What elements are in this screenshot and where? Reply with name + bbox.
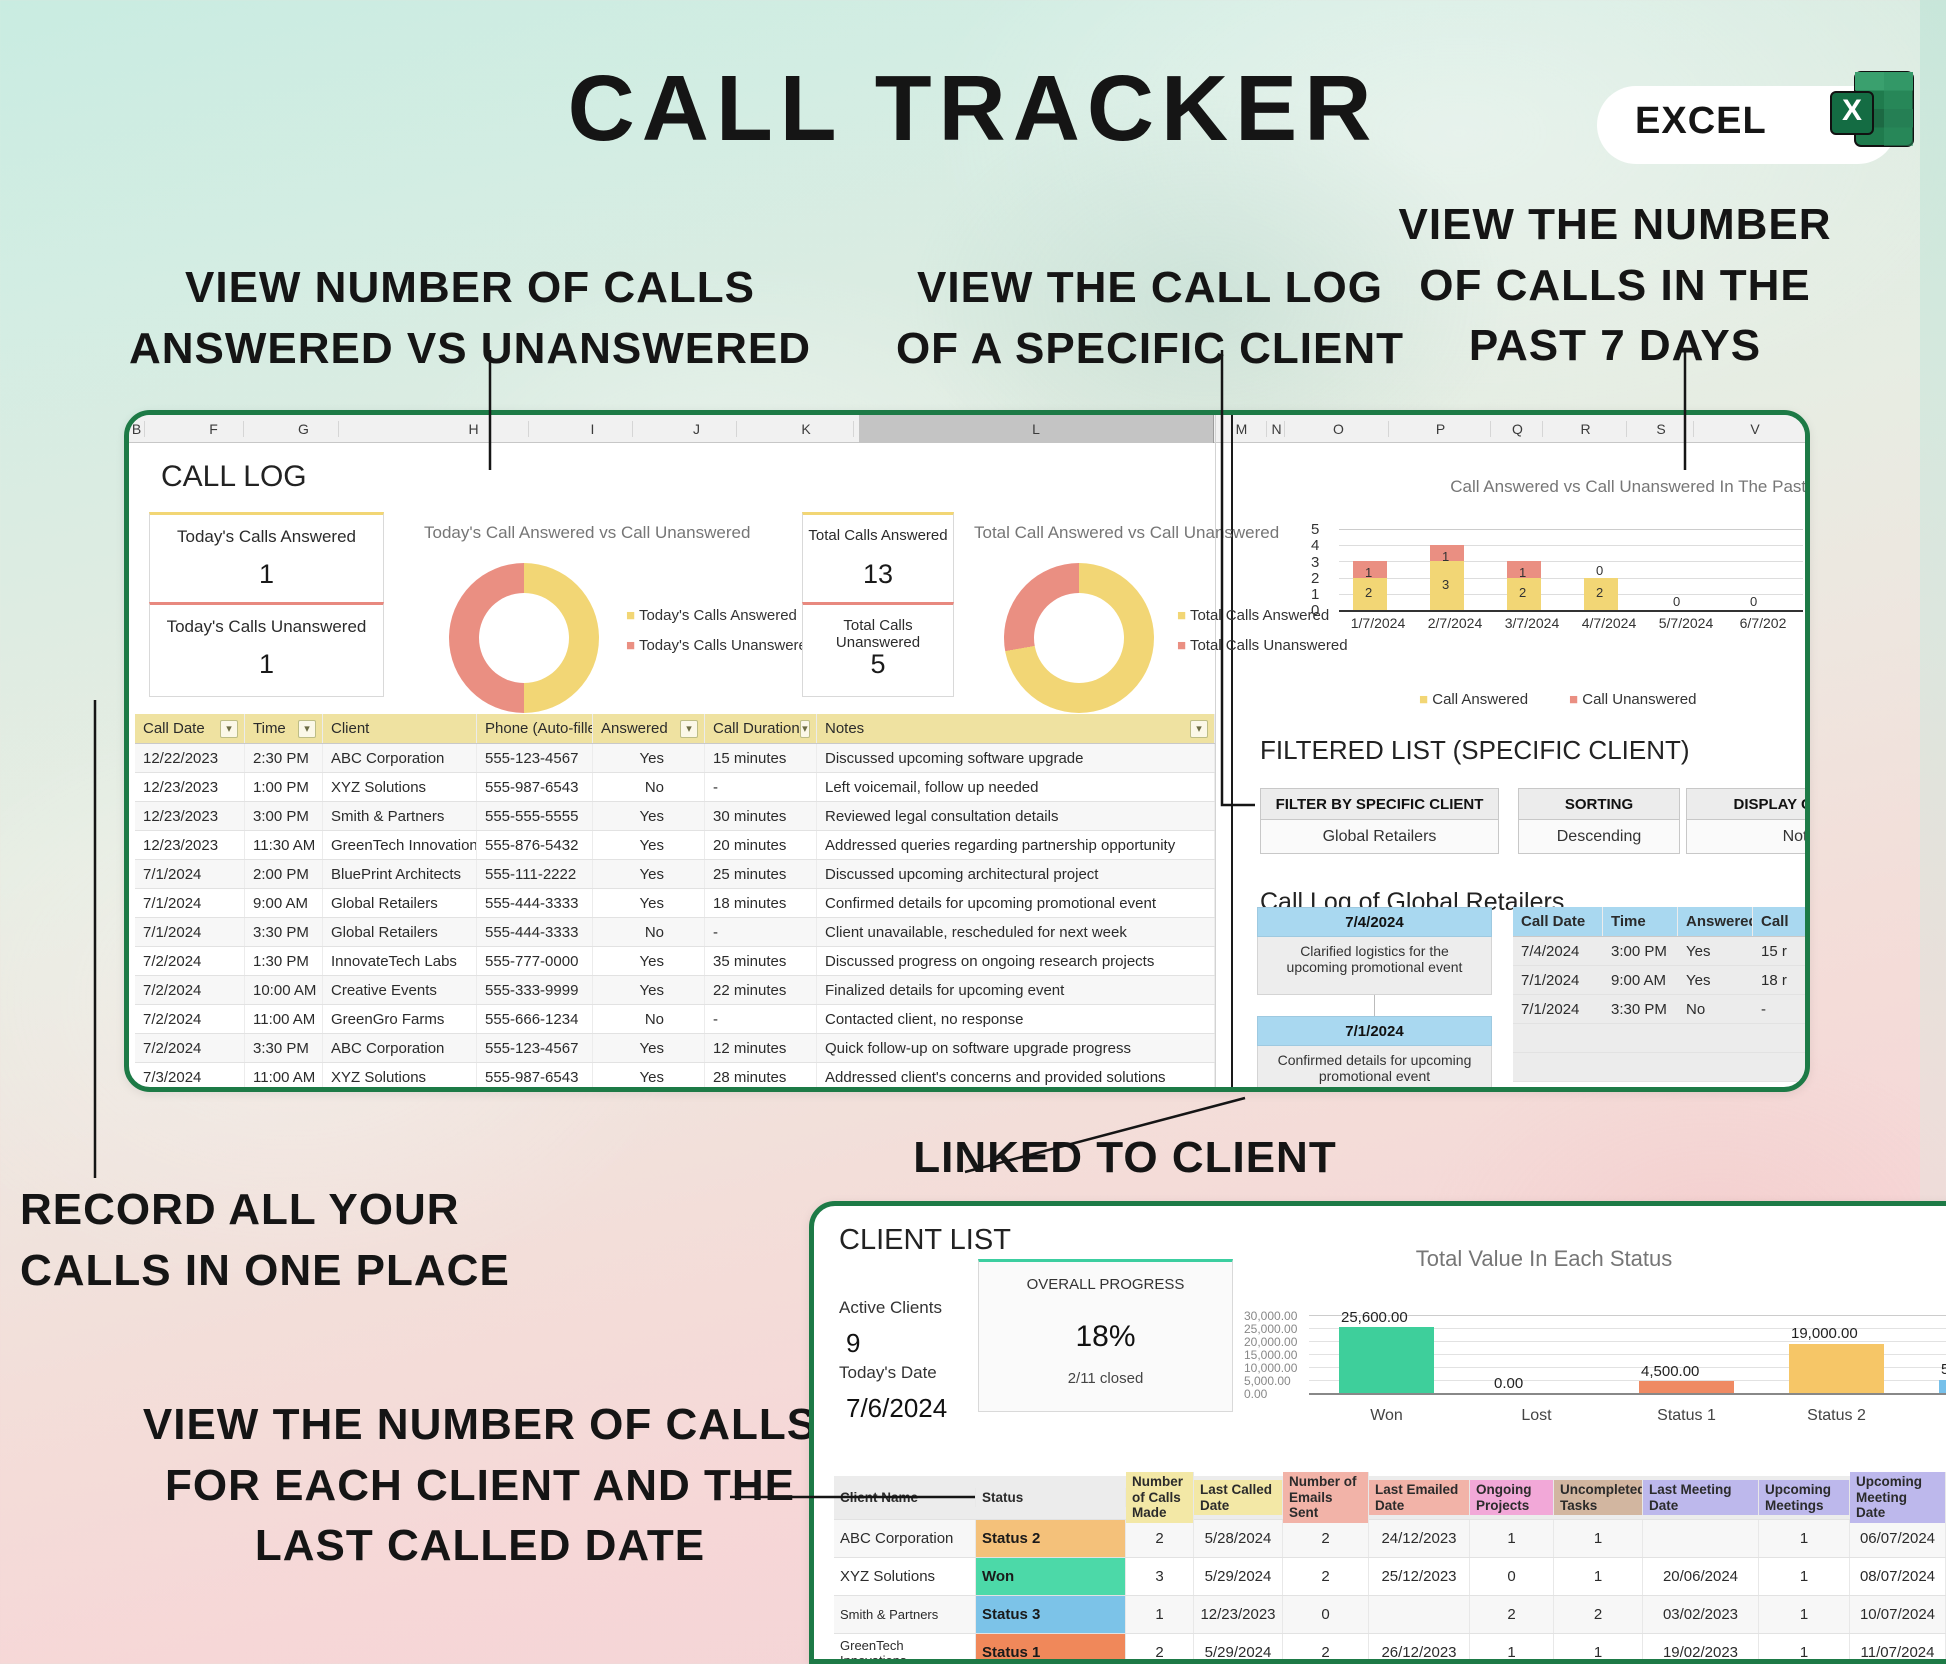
- svg-text:X: X: [1842, 94, 1862, 127]
